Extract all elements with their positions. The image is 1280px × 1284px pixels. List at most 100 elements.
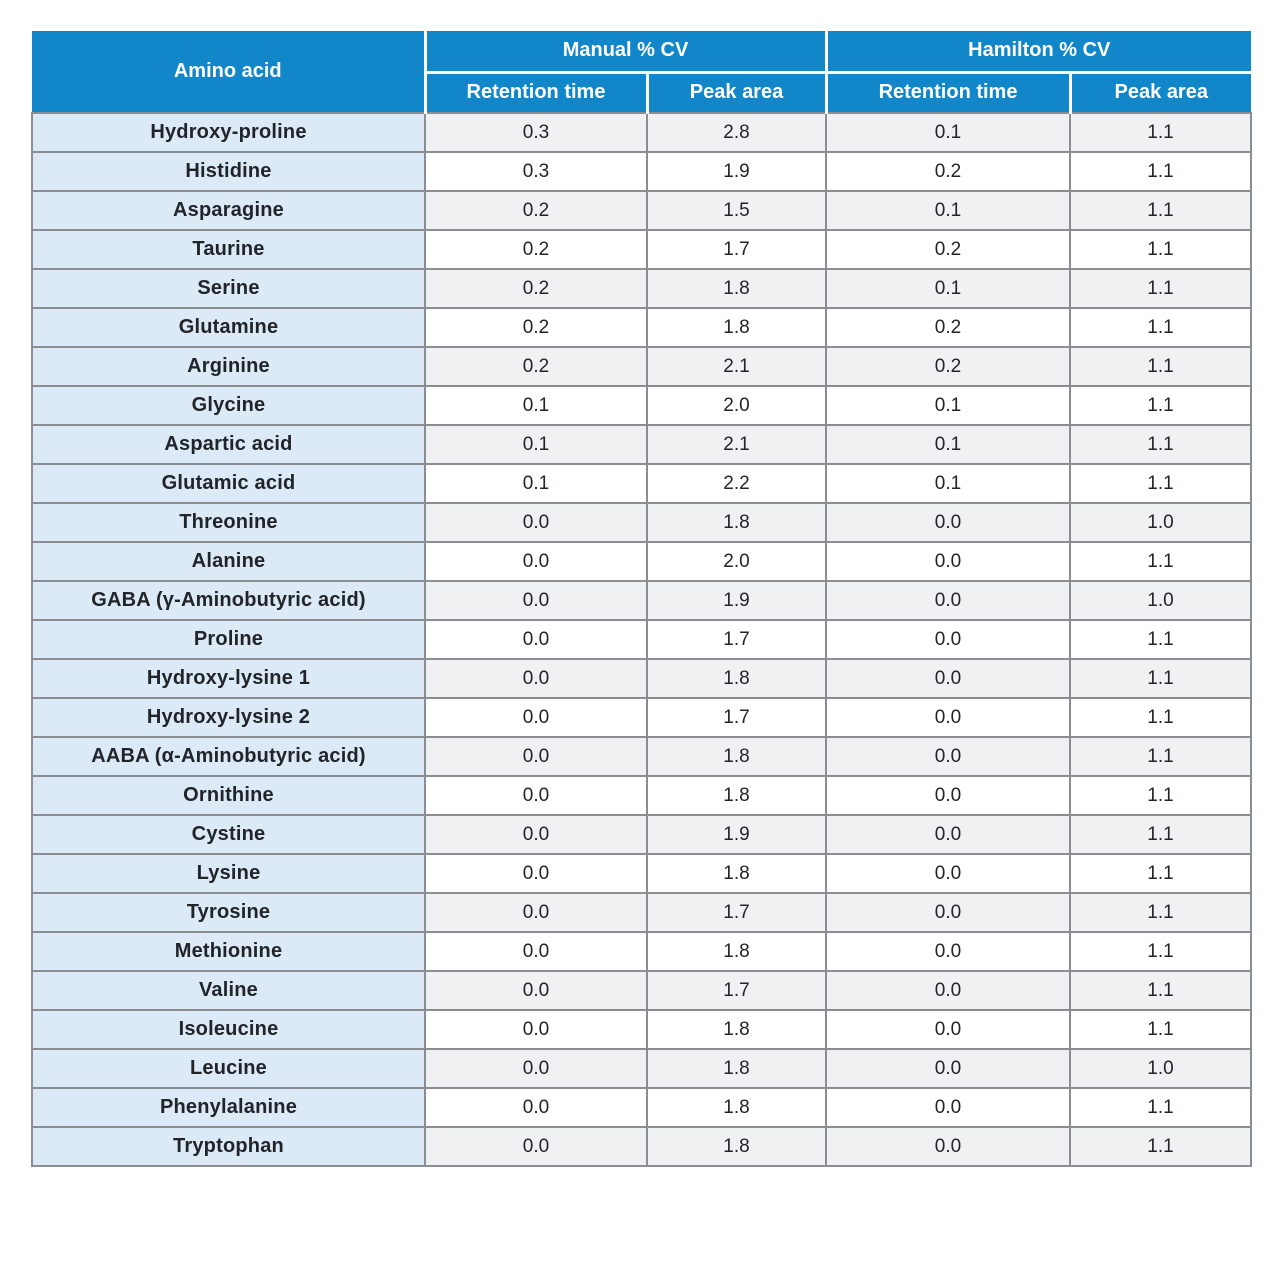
- amino-acid-cell: Methionine: [31, 931, 426, 972]
- amino-acid-cell: Glutamic acid: [31, 463, 426, 504]
- header-group-row: Amino acid Manual % CV Hamilton % CV: [32, 31, 1252, 113]
- amino-acid-cv-table: Amino acid Manual % CV Hamilton % CV Ret…: [31, 31, 1253, 1167]
- table-row: Alanine 0.0 2.0 0.0 1.1: [31, 541, 1253, 582]
- hamilton-retention-time-cell: 0.2: [825, 151, 1072, 192]
- manual-retention-time-cell: 0.0: [424, 1048, 648, 1089]
- hamilton-peak-area-cell: 1.1: [1069, 736, 1253, 777]
- manual-retention-time-cell: 0.1: [424, 424, 648, 465]
- hamilton-peak-area-cell: 1.1: [1069, 190, 1253, 231]
- manual-retention-time-cell: 0.2: [424, 346, 648, 387]
- header-manual-cv-group: Manual % CV: [423, 31, 827, 74]
- table-row: Taurine 0.2 1.7 0.2 1.1: [31, 229, 1253, 270]
- table-row: Hydroxy-proline 0.3 2.8 0.1 1.1: [31, 112, 1253, 153]
- amino-acid-cell: Threonine: [31, 502, 426, 543]
- hamilton-peak-area-cell: 1.1: [1069, 463, 1253, 504]
- hamilton-peak-area-cell: 1.0: [1069, 502, 1253, 543]
- manual-retention-time-cell: 0.0: [424, 931, 648, 972]
- hamilton-peak-area-cell: 1.1: [1069, 1087, 1253, 1128]
- header-manual-retention-time: Retention time: [423, 72, 647, 113]
- amino-acid-cell: Valine: [31, 970, 426, 1011]
- hamilton-peak-area-cell: 1.1: [1069, 775, 1253, 816]
- hamilton-retention-time-cell: 0.0: [825, 1048, 1072, 1089]
- manual-retention-time-cell: 0.2: [424, 307, 648, 348]
- manual-retention-time-cell: 0.0: [424, 970, 648, 1011]
- amino-acid-cell: GABA (γ-Aminobutyric acid): [31, 580, 426, 621]
- manual-retention-time-cell: 0.0: [424, 658, 648, 699]
- manual-retention-time-cell: 0.0: [424, 775, 648, 816]
- manual-retention-time-cell: 0.0: [424, 736, 648, 777]
- amino-acid-cell: Hydroxy-lysine 2: [31, 697, 426, 738]
- hamilton-retention-time-cell: 0.1: [825, 463, 1072, 504]
- table-row: Threonine 0.0 1.8 0.0 1.0: [31, 502, 1253, 543]
- manual-retention-time-cell: 0.0: [424, 1087, 648, 1128]
- hamilton-retention-time-cell: 0.0: [825, 736, 1072, 777]
- amino-acid-cell: Hydroxy-proline: [31, 112, 426, 153]
- header-hamilton-peak-area: Peak area: [1068, 72, 1252, 113]
- hamilton-peak-area-cell: 1.1: [1069, 931, 1253, 972]
- hamilton-peak-area-cell: 1.1: [1069, 424, 1253, 465]
- hamilton-retention-time-cell: 0.0: [825, 619, 1072, 660]
- manual-peak-area-cell: 1.8: [645, 307, 828, 348]
- hamilton-retention-time-cell: 0.0: [825, 1087, 1072, 1128]
- hamilton-retention-time-cell: 0.0: [825, 697, 1072, 738]
- table-row: Glutamic acid 0.1 2.2 0.1 1.1: [31, 463, 1253, 504]
- hamilton-peak-area-cell: 1.0: [1069, 580, 1253, 621]
- table-row: Cystine 0.0 1.9 0.0 1.1: [31, 814, 1253, 855]
- hamilton-retention-time-cell: 0.0: [825, 580, 1072, 621]
- table-row: Leucine 0.0 1.8 0.0 1.0: [31, 1048, 1253, 1089]
- manual-retention-time-cell: 0.0: [424, 580, 648, 621]
- amino-acid-cell: Glycine: [31, 385, 426, 426]
- amino-acid-cell: Ornithine: [31, 775, 426, 816]
- hamilton-retention-time-cell: 0.0: [825, 970, 1072, 1011]
- manual-peak-area-cell: 2.0: [645, 385, 828, 426]
- hamilton-peak-area-cell: 1.1: [1069, 1009, 1253, 1050]
- amino-acid-cell: Asparagine: [31, 190, 426, 231]
- amino-acid-cell: Cystine: [31, 814, 426, 855]
- hamilton-retention-time-cell: 0.0: [825, 931, 1072, 972]
- amino-acid-cell: Glutamine: [31, 307, 426, 348]
- table-row: Serine 0.2 1.8 0.1 1.1: [31, 268, 1253, 309]
- table-header: Amino acid Manual % CV Hamilton % CV Ret…: [32, 31, 1252, 113]
- hamilton-retention-time-cell: 0.2: [825, 346, 1072, 387]
- hamilton-peak-area-cell: 1.0: [1069, 1048, 1253, 1089]
- table-row: Proline 0.0 1.7 0.0 1.1: [31, 619, 1253, 660]
- header-subcolumn-row: Retention time Peak area Retention time …: [32, 72, 1252, 113]
- hamilton-retention-time-cell: 0.0: [825, 502, 1072, 543]
- manual-peak-area-cell: 1.9: [645, 814, 828, 855]
- header-hamilton-cv-group: Hamilton % CV: [824, 31, 1252, 74]
- table-row: Glycine 0.1 2.0 0.1 1.1: [31, 385, 1253, 426]
- hamilton-retention-time-cell: 0.0: [825, 814, 1072, 855]
- amino-acid-cell: Proline: [31, 619, 426, 660]
- manual-retention-time-cell: 0.0: [424, 1009, 648, 1050]
- hamilton-retention-time-cell: 0.0: [825, 892, 1072, 933]
- table-row: Aspartic acid 0.1 2.1 0.1 1.1: [31, 424, 1253, 465]
- manual-peak-area-cell: 1.9: [645, 151, 828, 192]
- hamilton-retention-time-cell: 0.2: [825, 229, 1072, 270]
- manual-peak-area-cell: 1.8: [645, 1048, 828, 1089]
- table-row: Tyrosine 0.0 1.7 0.0 1.1: [31, 892, 1253, 933]
- manual-peak-area-cell: 2.2: [645, 463, 828, 504]
- hamilton-retention-time-cell: 0.0: [825, 1009, 1072, 1050]
- hamilton-peak-area-cell: 1.1: [1069, 541, 1253, 582]
- amino-acid-cell: Isoleucine: [31, 1009, 426, 1050]
- hamilton-retention-time-cell: 0.0: [825, 658, 1072, 699]
- manual-peak-area-cell: 2.8: [645, 112, 828, 153]
- manual-retention-time-cell: 0.0: [424, 619, 648, 660]
- amino-acid-cell: Aspartic acid: [31, 424, 426, 465]
- table-row: Lysine 0.0 1.8 0.0 1.1: [31, 853, 1253, 894]
- manual-retention-time-cell: 0.1: [424, 463, 648, 504]
- manual-peak-area-cell: 1.8: [645, 1126, 828, 1167]
- amino-acid-cell: Arginine: [31, 346, 426, 387]
- hamilton-retention-time-cell: 0.0: [825, 775, 1072, 816]
- hamilton-peak-area-cell: 1.1: [1069, 697, 1253, 738]
- hamilton-retention-time-cell: 0.1: [825, 424, 1072, 465]
- hamilton-peak-area-cell: 1.1: [1069, 853, 1253, 894]
- amino-acid-cell: Alanine: [31, 541, 426, 582]
- hamilton-retention-time-cell: 0.1: [825, 268, 1072, 309]
- hamilton-peak-area-cell: 1.1: [1069, 307, 1253, 348]
- table-row: Hydroxy-lysine 1 0.0 1.8 0.0 1.1: [31, 658, 1253, 699]
- manual-peak-area-cell: 1.7: [645, 892, 828, 933]
- manual-retention-time-cell: 0.0: [424, 814, 648, 855]
- table-row: Ornithine 0.0 1.8 0.0 1.1: [31, 775, 1253, 816]
- manual-peak-area-cell: 2.1: [645, 424, 828, 465]
